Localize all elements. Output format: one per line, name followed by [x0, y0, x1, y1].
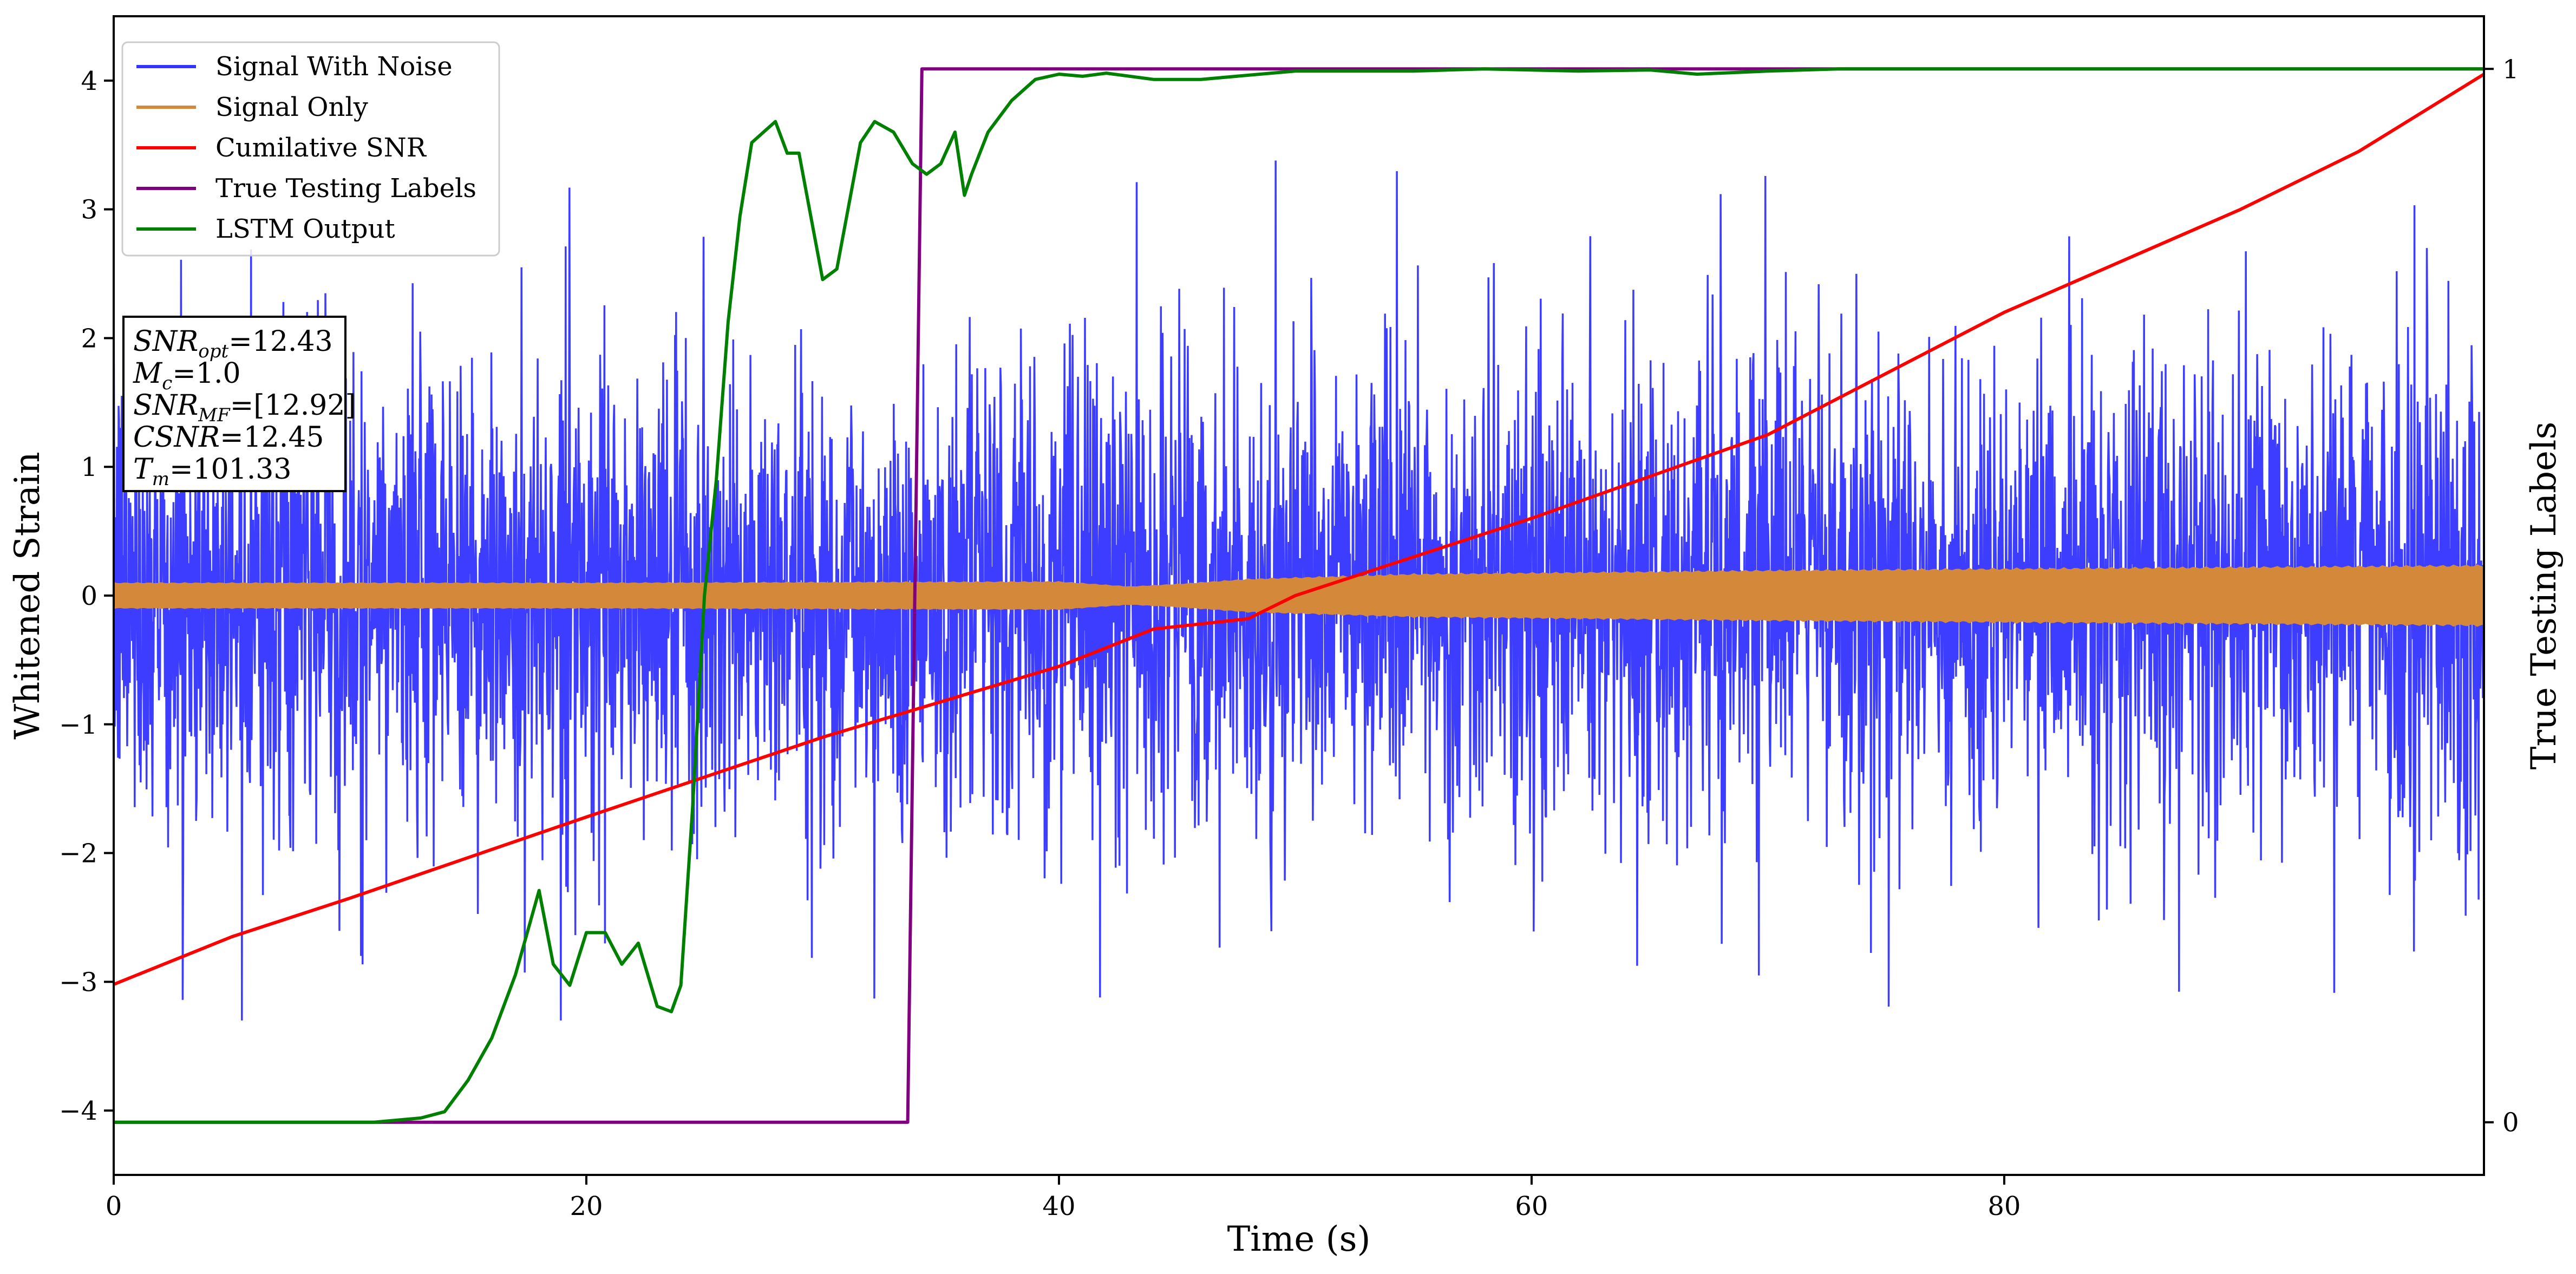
legend-label-1: Signal Only: [215, 92, 368, 122]
x-tick-label: 20: [570, 1191, 603, 1221]
info-line-4: Tm=101.33: [133, 453, 291, 490]
info-box-frame: [122, 316, 346, 492]
info-line-1: Mc=1.0: [133, 357, 241, 394]
info-line-3: CSNR=12.45: [133, 421, 324, 454]
legend-label-4: LSTM Output: [215, 214, 395, 244]
y-tick-label: −2: [59, 839, 97, 869]
info-symbol: M: [133, 357, 163, 390]
info-symbol: CSNR: [133, 421, 220, 454]
legend: Signal With Noise Signal Only Cumilative S…: [121, 41, 500, 257]
legend-label-3: True Testing Labels: [215, 173, 476, 204]
info-box: SNRopt=12.43Mc=1.0SNRMF=[12.92]CSNR=12.4…: [122, 316, 356, 492]
info-value: =12.45: [220, 421, 324, 454]
x-tick-label: 40: [1042, 1191, 1075, 1221]
x-axis-title: Time (s): [1227, 1219, 1371, 1259]
y-tick-label: −4: [59, 1096, 97, 1126]
y-tick-label: 4: [81, 66, 97, 96]
y2-axis-title: True Testing Labels: [2524, 422, 2564, 770]
legend-label-2: Cumilative SNR: [215, 133, 427, 163]
info-subscript: c: [162, 373, 172, 394]
info-value: =[12.92]: [230, 389, 356, 422]
y-tick-label: 1: [81, 452, 97, 482]
series-4-line: [114, 67, 2484, 1124]
legend-box: [121, 41, 500, 257]
y-tick-label: −1: [59, 710, 97, 740]
series-2-line: [114, 73, 2484, 986]
info-subscript: m: [152, 468, 169, 490]
info-subscript: MF: [198, 404, 231, 426]
series-3-line: [114, 67, 2484, 1124]
y-tick-label: 2: [81, 323, 97, 354]
series-0-line: [114, 160, 2484, 1021]
info-line-0: SNRopt=12.43: [133, 325, 333, 362]
legend-label-0: Signal With Noise: [215, 51, 453, 82]
info-value: =101.33: [169, 453, 292, 486]
x-tick-label: 80: [1987, 1191, 2021, 1221]
y2-tick-label: 1: [2502, 54, 2519, 84]
info-symbol: T: [133, 453, 154, 486]
x-tick-label: 0: [106, 1191, 122, 1221]
y-tick-label: 0: [81, 581, 97, 611]
info-symbol: SNR: [133, 325, 198, 358]
info-symbol: SNR: [133, 389, 198, 422]
y-tick-label: −3: [59, 967, 97, 997]
info-value: =1.0: [172, 357, 240, 390]
y2-tick-label: 0: [2502, 1108, 2519, 1138]
y-tick-label: 3: [81, 195, 97, 225]
x-tick-label: 60: [1515, 1191, 1548, 1221]
info-subscript: opt: [198, 341, 228, 362]
y-axis-title: Whitened Strain: [8, 452, 48, 739]
info-line-2: SNRMF=[12.92]: [133, 389, 356, 426]
info-value: =12.43: [228, 325, 332, 358]
